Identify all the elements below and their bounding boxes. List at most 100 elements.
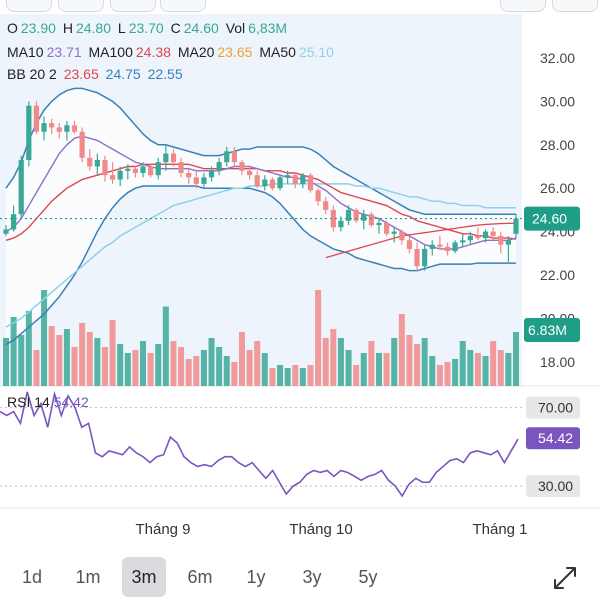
toolbar-button-2[interactable] [58,0,104,12]
toolbar-button-left[interactable] [6,0,52,12]
rsi-tick-label: 70.00 [538,400,573,416]
volume-bar [421,338,428,386]
candle-body [41,123,47,132]
bb-upper-value: 23.65 [63,66,99,82]
period-1y[interactable]: 1y [246,567,266,587]
period-1m[interactable]: 1m [75,567,101,587]
candle-body [414,248,420,267]
candle [460,233,466,247]
volume-bar [25,311,32,386]
candle [155,157,161,180]
volume-bar [155,344,162,386]
candle-body [94,159,100,167]
bb-label: BB 20 2 [7,66,57,82]
candle-body [353,209,359,221]
toolbar-button-3[interactable] [110,0,156,12]
candle [482,229,489,243]
candle [414,242,420,271]
volume-bar [246,350,253,386]
candle-body [368,214,374,226]
candle [3,225,9,236]
price-tick-label: 22.00 [540,267,575,283]
period-5y[interactable]: 5y [358,567,378,587]
ma100-label: MA100 [88,44,133,60]
candle [490,227,496,241]
candle [109,162,116,184]
toolbar-button-right[interactable] [500,0,546,12]
candle-body [117,170,123,180]
candle [224,146,230,167]
volume-bar [307,365,314,386]
volume-bar [238,332,245,386]
candle [330,205,336,232]
price-chart[interactable]: 32.0030.0028.0026.0024.0022.0020.0018.00… [0,0,600,545]
candle-body [224,151,230,163]
candle [353,207,359,223]
candle-body [323,201,329,210]
candle [376,218,382,234]
candle-body [193,177,199,184]
volume-bar [337,338,344,386]
bb-mid-value: 24.75 [105,66,141,82]
ma100-value: 24.38 [135,44,171,60]
high-value: 24.80 [75,20,111,36]
candle [231,146,237,167]
volume-bar [444,362,451,386]
candle [262,175,268,191]
candle [467,231,473,245]
volume-bar [315,290,322,386]
candle-body [178,162,184,174]
volume-bar [185,359,192,386]
period-3m[interactable]: 3m [122,557,166,597]
high-label: H [62,20,73,36]
x-axis-label: Tháng 9 [135,521,190,538]
candle [102,155,108,182]
volume-label: Vol [225,20,246,36]
candle [399,229,405,245]
expand-arrows-icon[interactable] [552,565,578,591]
candle [345,205,352,226]
volume-bar [467,350,474,386]
rsi-tick-label: 30.00 [538,478,573,494]
candle-body [3,229,9,234]
volume-bar [429,356,436,386]
price-tick-label: 32.00 [540,50,575,66]
period-1d[interactable]: 1d [21,567,43,587]
toolbar-button-4[interactable] [160,0,206,12]
candle [208,166,215,182]
x-axis-label: Tháng 1 [472,521,527,538]
candle [71,120,78,134]
last-volume-tag-label: 6.83M [528,322,567,338]
period-6m[interactable]: 6m [187,567,213,587]
candle [444,242,451,256]
candle [269,177,276,191]
rsi-value-tag-label: 54.42 [538,430,573,446]
candle-body [437,244,443,247]
candle-body [285,175,291,178]
volume-bar [63,329,70,386]
candle-body [132,168,139,174]
candle [94,153,100,176]
volume-bar [391,338,398,386]
toolbar-button-right-2[interactable] [552,0,598,12]
candle-body [383,222,390,234]
volume-bar [459,341,466,386]
candle [49,118,55,134]
volume-bar [3,338,9,386]
bb-legend: BB 20 2 23.65 24.75 22.55 [7,66,186,82]
open-label: O [7,20,18,36]
volume-bar [292,365,299,386]
candle-body [208,170,215,178]
volume-bar [18,335,25,386]
low-value: 23.70 [128,20,164,36]
candle [201,173,207,189]
volume-bar [482,356,489,386]
period-3y[interactable]: 3y [302,567,322,587]
candle-body [406,240,413,249]
candle-body [505,240,511,245]
candle [186,168,192,184]
volume-bar [299,368,306,386]
volume-bar [383,353,390,386]
candle-body [513,218,519,234]
close-value: 24.60 [183,20,219,36]
